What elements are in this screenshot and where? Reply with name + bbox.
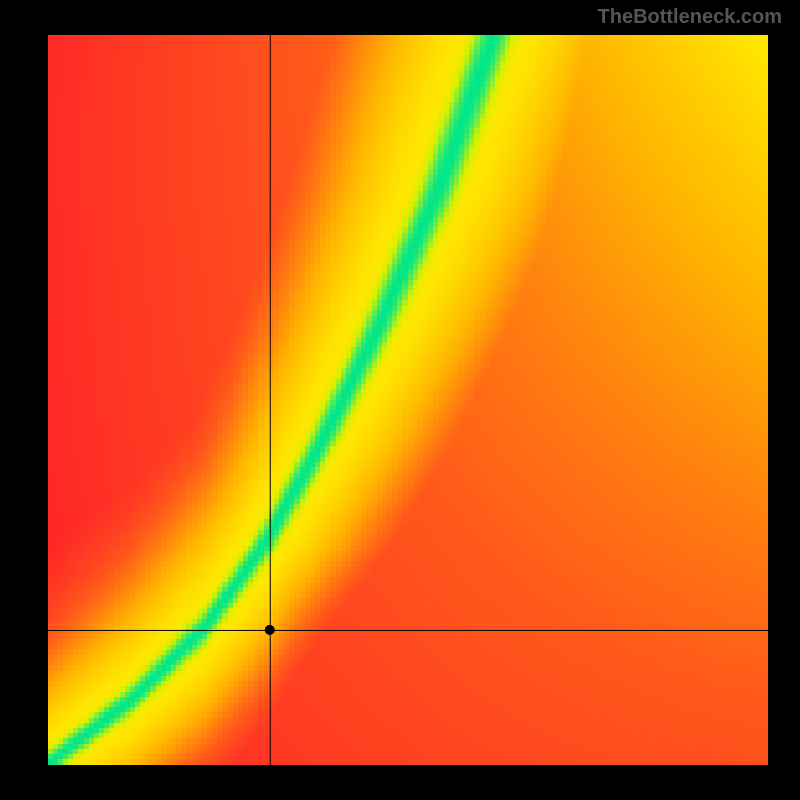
page-container: TheBottleneck.com	[0, 0, 800, 800]
watermark-text: TheBottleneck.com	[598, 6, 782, 29]
heatmap-plot	[48, 35, 768, 765]
heatmap-canvas	[48, 35, 768, 765]
